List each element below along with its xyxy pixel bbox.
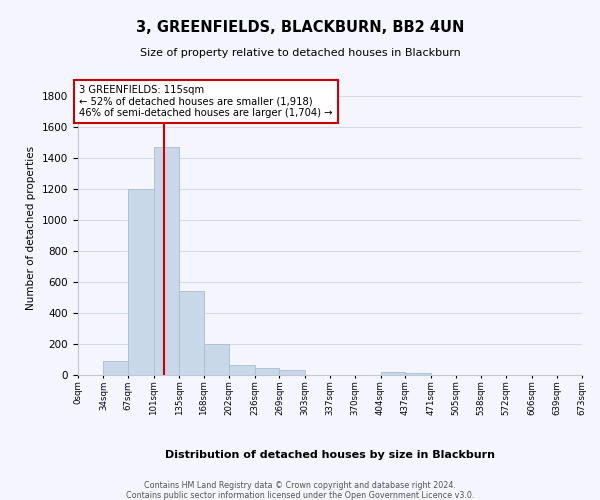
Bar [380, 372, 405, 375]
Bar [103, 361, 128, 375]
Y-axis label: Number of detached properties: Number of detached properties [26, 146, 37, 310]
Bar [128, 188, 154, 375]
Bar [204, 344, 229, 375]
Bar [179, 291, 204, 375]
Bar [255, 368, 280, 375]
Bar [229, 365, 255, 375]
Bar [154, 147, 179, 375]
Text: 3 GREENFIELDS: 115sqm
← 52% of detached houses are smaller (1,918)
46% of semi-d: 3 GREENFIELDS: 115sqm ← 52% of detached … [79, 84, 333, 118]
Text: Size of property relative to detached houses in Blackburn: Size of property relative to detached ho… [140, 48, 460, 58]
Text: 3, GREENFIELDS, BLACKBURN, BB2 4UN: 3, GREENFIELDS, BLACKBURN, BB2 4UN [136, 20, 464, 35]
Text: Distribution of detached houses by size in Blackburn: Distribution of detached houses by size … [165, 450, 495, 460]
Text: Contains HM Land Registry data © Crown copyright and database right 2024.: Contains HM Land Registry data © Crown c… [144, 481, 456, 490]
Bar [405, 374, 431, 375]
Bar [280, 370, 305, 375]
Text: Contains public sector information licensed under the Open Government Licence v3: Contains public sector information licen… [126, 491, 474, 500]
